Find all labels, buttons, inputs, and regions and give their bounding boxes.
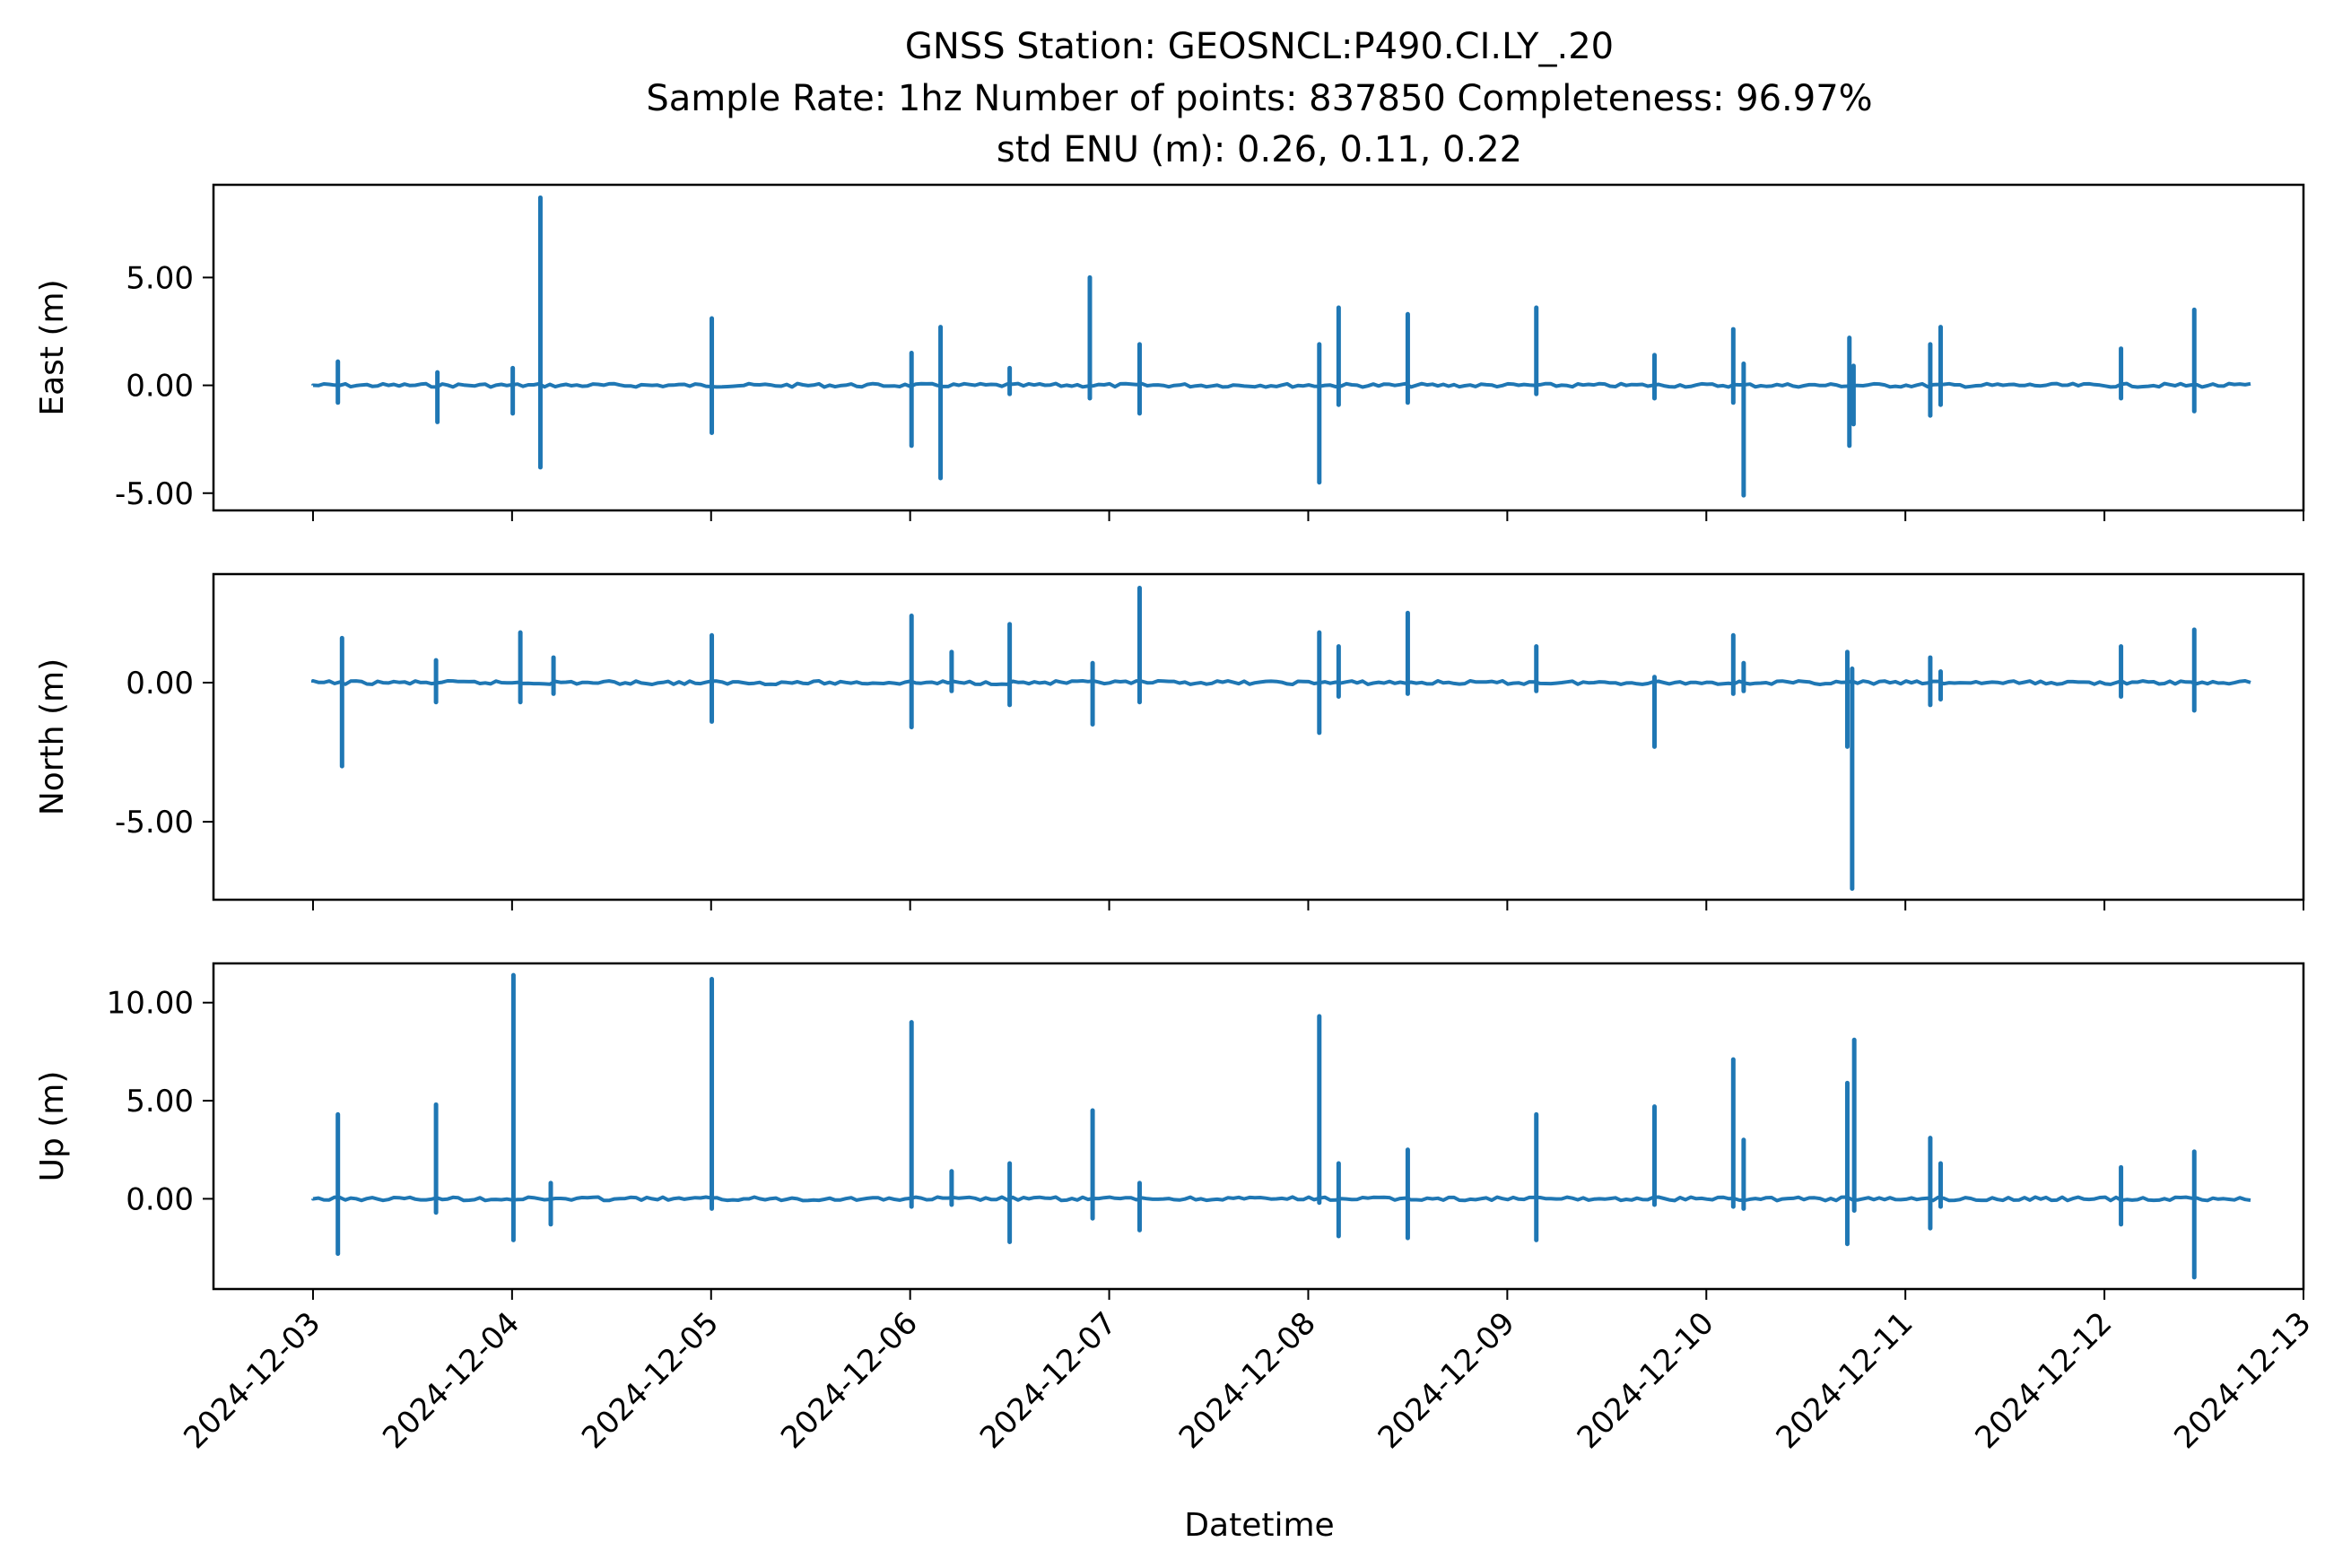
chart-title-line-1: GNSS Station: GEOSNCL:P490.CI.LY_.20: [905, 26, 1614, 67]
chart-title-line-3: std ENU (m): 0.26, 0.11, 0.22: [997, 129, 1522, 170]
east-ylabel: East (m): [34, 279, 71, 415]
north-panel: 0.00 -5.00 North (m): [34, 572, 2305, 910]
up-ytick-label-0: 10.00: [107, 986, 194, 1022]
north-ylabel: North (m): [34, 658, 71, 815]
up-ylabel: Up (m): [34, 1071, 71, 1182]
east-ytick-label-2: -5.00: [115, 476, 194, 512]
north-ytick-label-1: -5.00: [115, 805, 194, 841]
north-series-baseline: [311, 679, 2251, 686]
east-axes-frame: [212, 183, 2305, 512]
up-axes-frame: [212, 962, 2305, 1291]
east-ytick-label-0: 5.00: [126, 260, 194, 296]
x-axis-label: Datetime: [1184, 1507, 1334, 1544]
chart-title-line-2: Sample Rate: 1hz Number of points: 83785…: [646, 78, 1872, 119]
north-ytick-label-0: 0.00: [126, 666, 194, 701]
up-ytick-label-2: 0.00: [126, 1181, 194, 1217]
east-series-baseline: [311, 381, 2251, 389]
up-series-baseline: [311, 1195, 2251, 1203]
east-panel: 5.00 0.00 -5.00 East (m): [34, 183, 2305, 521]
north-axes-frame: [212, 572, 2305, 902]
east-ytick-label-1: 0.00: [126, 369, 194, 405]
up-ytick-label-1: 5.00: [126, 1084, 194, 1119]
